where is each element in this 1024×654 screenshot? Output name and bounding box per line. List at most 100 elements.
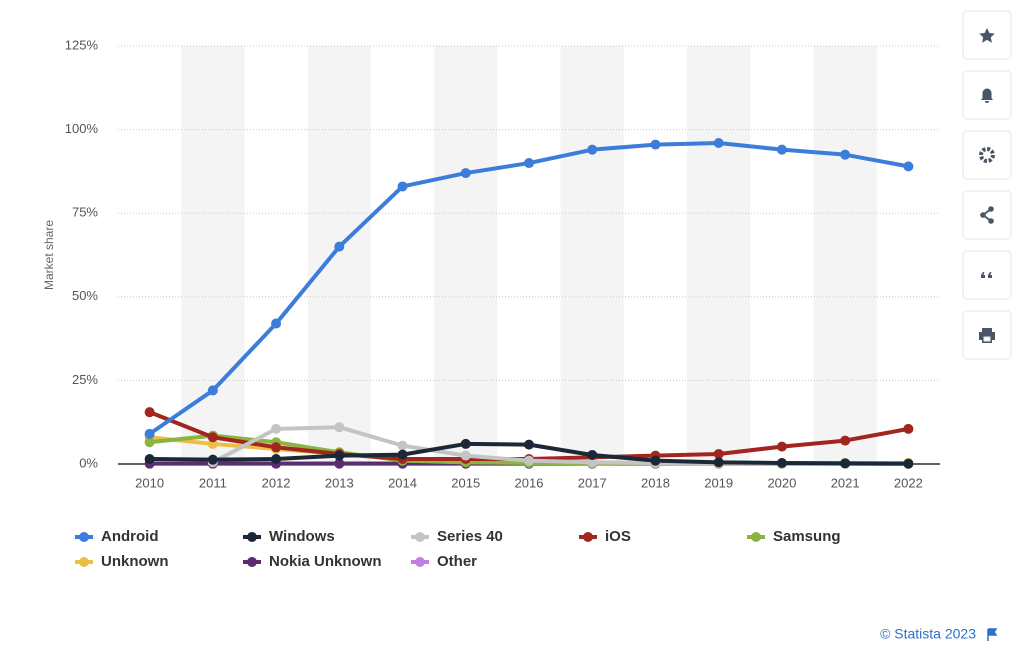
legend-label: Other	[437, 553, 477, 570]
data-point	[460, 450, 471, 461]
data-point	[903, 423, 914, 434]
series-line	[148, 140, 909, 436]
legend-item[interactable]: Windows	[243, 528, 335, 545]
share-button[interactable]	[962, 190, 1012, 240]
legend-label: Android	[101, 528, 159, 545]
data-point	[650, 455, 661, 466]
x-tick-label: 2018	[641, 475, 670, 490]
data-point	[460, 438, 471, 449]
legend-swatch-dot	[247, 557, 257, 567]
data-point	[776, 441, 787, 452]
data-point	[334, 458, 345, 469]
band	[181, 46, 245, 464]
data-point	[144, 437, 155, 448]
data-point	[144, 453, 155, 464]
data-point	[840, 435, 851, 446]
data-point	[713, 457, 724, 468]
legend-label: Nokia Unknown	[269, 553, 382, 570]
print-button[interactable]	[962, 310, 1012, 360]
data-point	[840, 458, 851, 469]
data-point	[713, 448, 724, 459]
legend-swatch-dot	[79, 532, 89, 542]
data-point	[144, 428, 155, 439]
x-tick-label: 2015	[451, 475, 480, 490]
legend-item[interactable]: Nokia Unknown	[243, 553, 382, 570]
favorite-button[interactable]	[962, 10, 1012, 60]
legend-item[interactable]: iOS	[579, 528, 631, 545]
data-point	[271, 423, 282, 434]
settings-button[interactable]	[962, 130, 1012, 180]
legend-label: iOS	[605, 528, 631, 545]
band	[307, 46, 371, 464]
y-tick-label: 25%	[72, 372, 98, 387]
legend-swatch-dot	[79, 557, 89, 567]
legend-item[interactable]: Other	[411, 553, 477, 570]
data-point	[713, 137, 724, 148]
legend-label: Windows	[269, 528, 335, 545]
data-point	[334, 241, 345, 252]
toolbar	[962, 10, 1012, 360]
legend-swatch-dot	[415, 532, 425, 542]
x-tick-label: 2012	[262, 475, 291, 490]
data-point	[524, 158, 534, 169]
x-tick-label: 2017	[578, 475, 607, 490]
legend-label: Unknown	[101, 553, 169, 570]
data-point	[524, 455, 534, 466]
data-point	[271, 318, 282, 329]
band	[434, 46, 498, 464]
data-point	[397, 181, 408, 192]
x-tick-label: 2016	[515, 475, 544, 490]
legend-swatch-dot	[751, 532, 761, 542]
y-tick-label: 125%	[65, 37, 99, 52]
data-point	[776, 457, 787, 468]
x-tick-label: 2021	[831, 475, 860, 490]
data-point	[207, 454, 218, 465]
legend-label: Series 40	[437, 528, 503, 545]
x-tick-label: 2020	[767, 475, 796, 490]
bands	[181, 46, 877, 464]
x-tick-label: 2010	[135, 475, 164, 490]
data-point	[334, 422, 345, 433]
legend-swatch-dot	[247, 532, 257, 542]
legend-swatch-dot	[415, 557, 425, 567]
data-point	[334, 450, 345, 461]
flag-icon[interactable]	[987, 628, 998, 641]
data-point	[397, 440, 408, 451]
legend-item[interactable]: Series 40	[411, 528, 503, 545]
legend-item[interactable]: Android	[75, 528, 159, 545]
credits[interactable]: © Statista 2023	[880, 626, 976, 642]
data-point	[587, 144, 598, 155]
y-tick-label: 50%	[72, 288, 98, 303]
y-axis-label: Market share	[42, 220, 56, 290]
x-tick-label: 2014	[388, 475, 417, 490]
y-tick-label: 75%	[72, 205, 98, 220]
data-point	[903, 458, 914, 469]
data-point	[207, 385, 218, 396]
band	[687, 46, 751, 464]
data-point	[460, 168, 471, 179]
legend-item[interactable]: Unknown	[75, 553, 169, 570]
legend-label: Samsung	[773, 528, 841, 545]
data-point	[397, 449, 408, 460]
x-tick-label: 2011	[199, 475, 227, 490]
data-point	[144, 407, 155, 418]
data-point	[840, 149, 851, 160]
x-tick-label: 2013	[325, 475, 354, 490]
data-point	[903, 161, 914, 172]
data-point	[776, 144, 787, 155]
data-point	[271, 453, 282, 464]
band	[560, 46, 624, 464]
legend-swatch-dot	[583, 532, 593, 542]
band	[813, 46, 877, 464]
y-tick-label: 0%	[79, 455, 98, 470]
data-point	[587, 449, 598, 460]
notification-button[interactable]	[962, 70, 1012, 120]
data-point	[524, 439, 534, 450]
y-tick-label: 100%	[65, 121, 99, 136]
legend-item[interactable]: Samsung	[747, 528, 841, 545]
data-point	[650, 139, 661, 150]
cite-button[interactable]	[962, 250, 1012, 300]
x-tick-label: 2022	[894, 475, 923, 490]
